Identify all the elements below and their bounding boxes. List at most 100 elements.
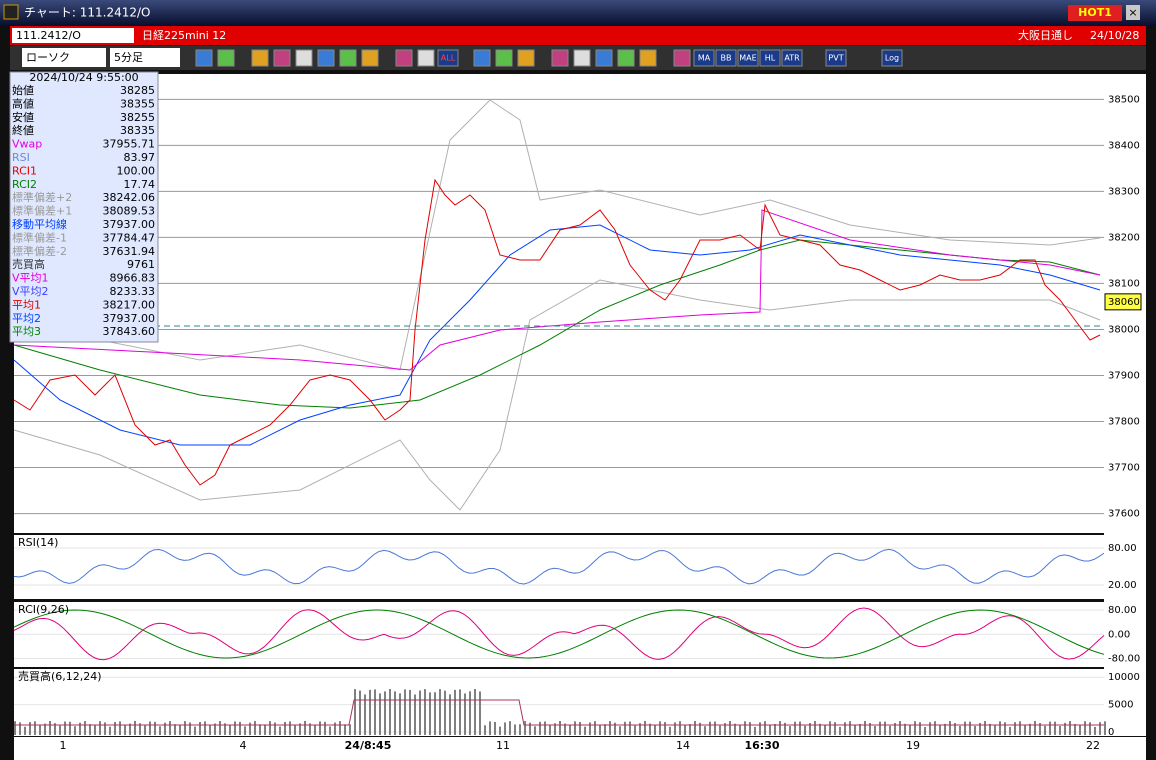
volume-bar	[169, 721, 171, 735]
y-tick-label: 38000	[1108, 324, 1140, 335]
toolbar-button[interactable]	[617, 49, 635, 67]
volume-bar	[204, 721, 206, 735]
rsi-line	[13, 548, 1105, 585]
volume-bar	[619, 726, 621, 735]
volume-bar	[159, 726, 161, 735]
volume-bar	[364, 694, 366, 735]
volume-bar	[874, 725, 876, 735]
info-label: RCI1	[12, 164, 37, 177]
toolbar-button[interactable]	[437, 49, 459, 67]
hot-button[interactable]	[1068, 5, 1122, 21]
volume-bar	[189, 722, 191, 735]
volume-bar	[919, 722, 921, 735]
toolbar-button[interactable]	[339, 49, 357, 67]
toolbar-button[interactable]	[715, 49, 737, 67]
volume-bar	[754, 726, 756, 735]
x-tick-label: 1	[60, 739, 67, 752]
volume-bar	[909, 724, 911, 735]
volume-bar	[249, 722, 251, 735]
toolbar-button[interactable]	[273, 49, 291, 67]
close-icon: ×	[1128, 6, 1137, 19]
info-panel	[9, 71, 159, 343]
toolbar-button[interactable]	[737, 49, 759, 67]
symbol: 111.2412/O	[16, 29, 81, 42]
volume-bar	[689, 724, 691, 735]
volume-bar	[534, 726, 536, 735]
volume-bar	[1029, 723, 1031, 735]
volume-bar	[1009, 726, 1011, 735]
info-value: 9761	[127, 258, 155, 271]
volume-bar	[1094, 726, 1096, 735]
moving-average	[13, 224, 1101, 446]
volume-bar	[589, 722, 591, 735]
info-value: 38285	[120, 84, 155, 97]
toolbar-button[interactable]	[395, 49, 413, 67]
symbol-select[interactable]	[12, 28, 134, 43]
toolbar-button[interactable]	[251, 49, 269, 67]
toolbar-button[interactable]	[361, 49, 379, 67]
toolbar-button[interactable]	[517, 49, 535, 67]
y-tick-label: 38400	[1108, 140, 1140, 151]
interval-select[interactable]	[110, 48, 180, 67]
toolbar-button[interactable]	[417, 49, 435, 67]
panel-title: RSI(14)	[18, 536, 58, 549]
volume-bar	[49, 721, 51, 735]
toolbar-button[interactable]	[317, 49, 335, 67]
volume-bar	[949, 721, 951, 735]
volume-bar	[804, 725, 806, 735]
info-label: 高値	[12, 96, 34, 110]
toolbar-button[interactable]	[195, 49, 213, 67]
chart-type-select[interactable]	[22, 48, 106, 67]
info-label: 終値	[12, 123, 34, 137]
volume-bar	[829, 721, 831, 735]
volume-bar	[1004, 722, 1006, 735]
volume-bar	[959, 725, 961, 735]
volume-bar	[924, 726, 926, 735]
volume-bar	[699, 722, 701, 735]
volume-bar	[174, 724, 176, 735]
average-long	[13, 239, 1101, 409]
volume-bar	[424, 689, 426, 735]
toolbar-button[interactable]	[295, 49, 313, 67]
volume-bar	[229, 725, 231, 735]
toolbar-button[interactable]	[595, 49, 613, 67]
volume-bar	[214, 723, 216, 735]
volume-bar	[114, 722, 116, 735]
volume-bar	[489, 721, 491, 735]
toolbar-button[interactable]	[639, 49, 657, 67]
volume-bar	[389, 689, 391, 735]
toolbar-button[interactable]	[825, 49, 847, 67]
volume-bar	[259, 724, 261, 735]
volume-bar	[209, 725, 211, 735]
x-tick-label: 14	[676, 739, 690, 752]
rci2-line	[13, 609, 1105, 659]
toolbar-button[interactable]	[673, 49, 691, 67]
volume-bar	[629, 721, 631, 735]
volume-bar	[844, 722, 846, 735]
volume-bar	[264, 724, 266, 735]
volume-bar	[139, 723, 141, 735]
volume-bar	[1019, 721, 1021, 735]
volume-bar	[744, 721, 746, 735]
toolbar-button[interactable]	[881, 49, 903, 67]
volume-bar	[899, 721, 901, 735]
volume-bar	[79, 722, 81, 735]
toolbar-button[interactable]	[759, 49, 781, 67]
info-value: 38242.06	[103, 191, 156, 204]
volume-bar	[694, 721, 696, 735]
toolbar-button[interactable]	[781, 49, 803, 67]
toolbar-button[interactable]	[217, 49, 235, 67]
volume-bar	[569, 725, 571, 735]
toolbar-button[interactable]	[551, 49, 569, 67]
toolbar-button[interactable]	[693, 49, 715, 67]
toolbar-button[interactable]	[473, 49, 491, 67]
volume-bar	[119, 721, 121, 735]
info-label: 標準偏差-1	[12, 230, 67, 244]
toolbar-button[interactable]	[573, 49, 591, 67]
toolbar-button[interactable]	[495, 49, 513, 67]
volume-bar	[654, 725, 656, 735]
close-button[interactable]	[1126, 5, 1140, 20]
volume-bar	[99, 721, 101, 735]
volume-bar	[59, 725, 61, 735]
